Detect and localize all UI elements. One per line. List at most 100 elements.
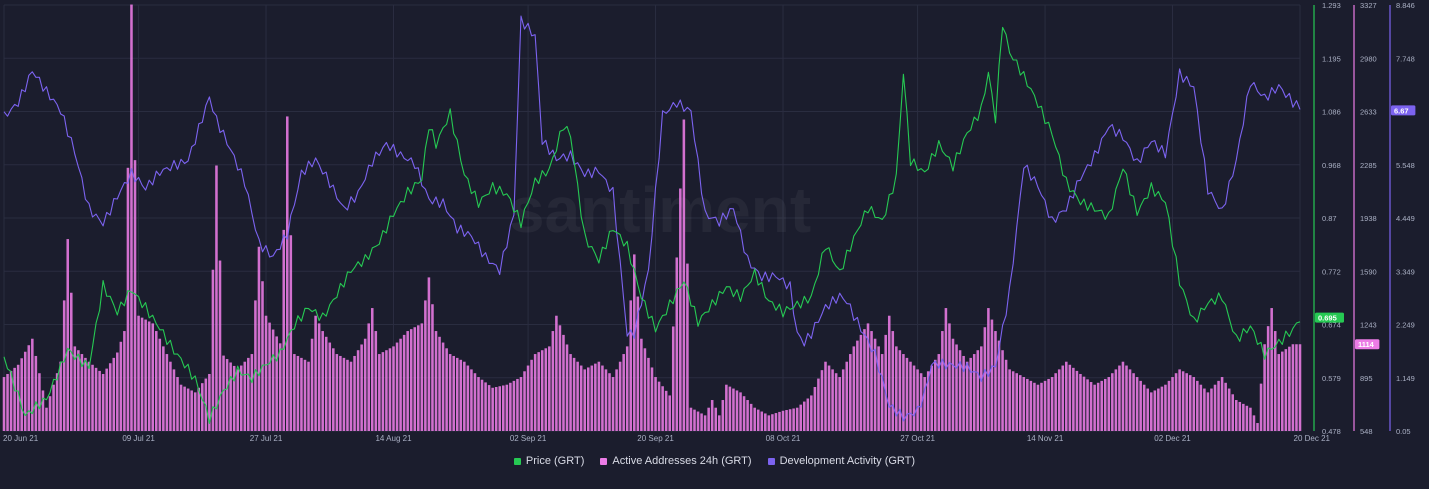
active-addresses-bar — [1252, 415, 1256, 431]
x-tick-label: 02 Dec 21 — [1154, 434, 1191, 443]
active-addresses-bar — [544, 348, 548, 431]
active-addresses-bar — [1196, 380, 1199, 431]
active-addresses-bar — [1164, 384, 1167, 431]
active-addresses-bar — [1015, 373, 1018, 431]
active-addresses-bar — [799, 404, 802, 431]
active-addresses-bar — [1234, 400, 1238, 431]
active-addresses-bar — [1160, 386, 1164, 431]
active-addresses-bar — [477, 377, 480, 431]
active-addresses-bar — [866, 323, 870, 431]
active-addresses-bar — [409, 329, 413, 431]
active-addresses-bar — [186, 388, 190, 431]
active-addresses-bar — [243, 361, 247, 431]
active-addresses-bar — [119, 341, 123, 431]
active-addresses-bar — [1157, 388, 1160, 431]
active-addresses-bar — [1043, 380, 1047, 431]
x-tick-label: 20 Sep 21 — [637, 434, 674, 443]
active-addresses-bar — [1050, 377, 1054, 431]
active-addresses-bar — [941, 331, 944, 431]
active-addresses-axis-tick-label: 2285 — [1360, 161, 1377, 170]
active-addresses-bar — [208, 373, 211, 431]
active-addresses-bar — [718, 415, 721, 431]
legend-item-development-activity[interactable]: Development Activity (GRT) — [767, 455, 916, 467]
active-addresses-bar — [45, 407, 48, 431]
active-addresses-bar — [898, 350, 902, 431]
active-addresses-bar — [643, 348, 647, 431]
legend-label-development-activity: Development Activity (GRT) — [779, 455, 916, 467]
active-addresses-bar — [873, 338, 877, 431]
active-addresses-bar — [441, 342, 445, 431]
development-activity-axis-tick-label: 2.249 — [1396, 321, 1415, 330]
active-addresses-bar — [275, 336, 278, 431]
active-addresses-bar — [856, 340, 859, 431]
price-line — [3, 26, 1301, 425]
active-addresses-bar — [555, 315, 558, 431]
active-addresses-bar — [1061, 365, 1065, 431]
active-addresses-bar — [551, 331, 555, 431]
watermark: santiment — [509, 174, 811, 246]
active-addresses-bar — [526, 365, 530, 431]
active-addresses-bar — [987, 308, 990, 431]
active-addresses-bar — [880, 354, 884, 431]
active-addresses-bar — [455, 357, 459, 431]
active-addresses-bar — [923, 377, 926, 431]
active-addresses-bar — [523, 371, 526, 431]
legend-item-price[interactable]: Price (GRT) — [513, 455, 584, 467]
active-addresses-bar — [742, 396, 746, 431]
active-addresses-bar — [190, 390, 193, 431]
active-addresses-bar — [689, 407, 693, 431]
active-addresses-bar — [321, 331, 324, 431]
active-addresses-bar — [682, 119, 686, 431]
active-addresses-bar — [540, 350, 544, 431]
active-addresses-bar — [679, 188, 682, 431]
active-addresses-bar — [73, 346, 77, 431]
active-addresses-bar — [16, 364, 20, 431]
active-addresses-bar — [1033, 382, 1036, 431]
active-addresses-bar — [303, 359, 307, 431]
active-addresses-bar — [647, 357, 650, 431]
active-addresses-bar — [179, 384, 183, 431]
active-addresses-bar — [27, 345, 31, 431]
active-addresses-bar — [951, 338, 955, 431]
x-tick-label: 27 Oct 21 — [900, 434, 935, 443]
x-tick-label: 14 Nov 21 — [1027, 434, 1064, 443]
active-addresses-bar — [926, 371, 930, 431]
active-addresses-bar — [887, 315, 891, 431]
legend-item-active-addresses[interactable]: Active Addresses 24h (GRT) — [600, 455, 752, 467]
active-addresses-bar — [77, 350, 80, 431]
active-addresses-bar — [70, 292, 73, 431]
active-addresses-bar — [622, 354, 625, 431]
active-addresses-bar — [211, 269, 215, 431]
active-addresses-bar — [406, 331, 409, 431]
price-axis-tick-label: 0.772 — [1322, 267, 1341, 276]
active-addresses-bar — [296, 355, 300, 431]
active-addresses-bar — [1185, 373, 1188, 431]
active-addresses-bar — [533, 354, 537, 431]
active-addresses-bar — [385, 350, 388, 431]
active-addresses-bar — [381, 352, 385, 431]
active-addresses-bar — [1018, 375, 1022, 431]
active-addresses-bar — [463, 361, 466, 431]
active-addresses-bar — [1075, 370, 1079, 431]
active-addresses-bar — [498, 386, 502, 431]
active-addresses-bar — [594, 363, 597, 431]
active-addresses-bar — [448, 354, 452, 431]
active-addresses-bar — [1291, 344, 1295, 431]
active-addresses-bar — [944, 308, 948, 431]
active-addresses-bar — [193, 392, 197, 431]
active-addresses-bar — [250, 354, 254, 431]
active-addresses-bar — [1026, 378, 1029, 431]
active-addresses-bar — [445, 348, 448, 431]
active-addresses-bar — [895, 346, 898, 431]
active-addresses-bar — [300, 357, 303, 431]
active-addresses-bar — [767, 415, 771, 431]
active-addresses-bar — [101, 373, 105, 431]
active-addresses-bar — [84, 357, 87, 431]
active-addresses-bar — [916, 369, 919, 431]
active-addresses-bar — [965, 361, 969, 431]
active-addresses-bar — [1086, 379, 1089, 431]
active-addresses-bar — [247, 357, 250, 431]
active-addresses-bar — [884, 334, 887, 431]
active-addresses-bar — [349, 361, 353, 431]
active-addresses-bar — [1277, 354, 1281, 431]
